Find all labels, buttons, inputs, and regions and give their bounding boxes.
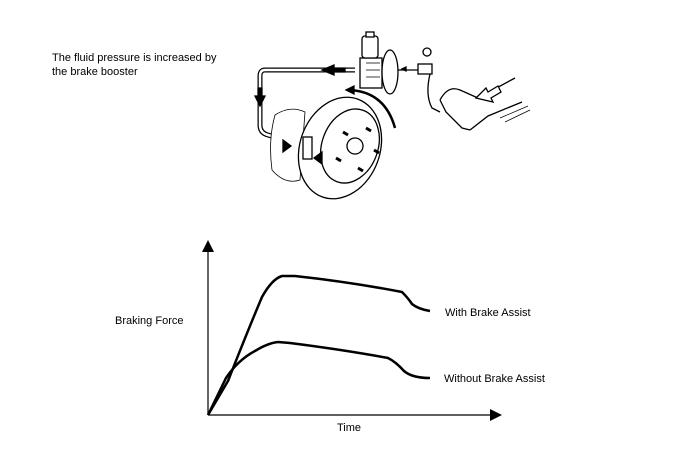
- brake-pad: [302, 136, 313, 160]
- master-cylinder: [359, 57, 383, 89]
- flow-arrow-down-icon: [253, 87, 267, 108]
- flow-arrow-icon: [320, 64, 346, 76]
- hub: [346, 137, 364, 155]
- pad-arrow-right-icon: [312, 150, 323, 166]
- pad-arrow-left-icon: [282, 138, 293, 154]
- reservoir: [361, 35, 379, 59]
- driver-foot: [439, 77, 523, 131]
- brake-disc: [297, 96, 383, 200]
- caption-line-2: the brake booster: [52, 66, 138, 78]
- brake-booster: [381, 49, 399, 95]
- rotation-arrow-icon: [349, 88, 397, 129]
- series-without-brake-assist: [206, 340, 431, 416]
- x-axis-label: Time: [337, 422, 362, 434]
- legend-with-brake-assist: With Brake Assist: [445, 307, 531, 319]
- y-axis-label: Braking Force: [115, 315, 184, 327]
- caption-line-1: The fluid pressure is increased by: [52, 52, 217, 64]
- braking-force-graph: [202, 240, 502, 421]
- series-with-brake-assist: [206, 274, 431, 416]
- legend-without-brake-assist: Without Brake Assist: [444, 373, 545, 385]
- pedal-force-arrow-icon: [474, 85, 502, 103]
- brake-system-illustration: [253, 31, 531, 200]
- brake-pedal: [427, 73, 441, 113]
